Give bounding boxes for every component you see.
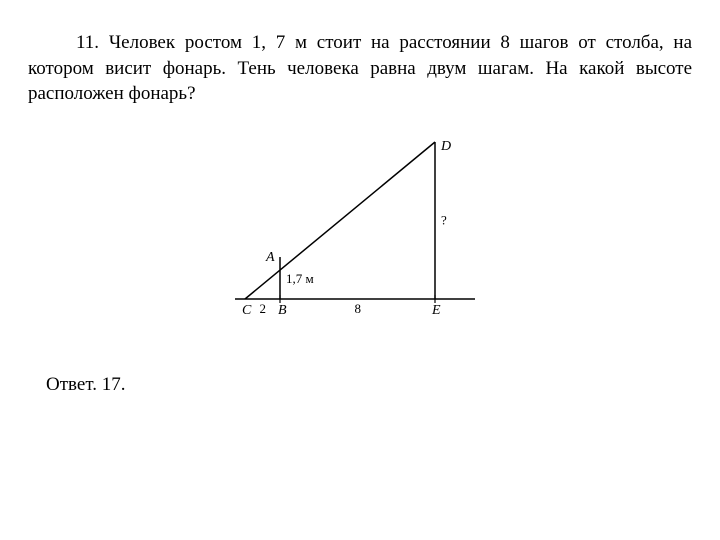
svg-text:B: B <box>278 303 287 318</box>
answer: Ответ. 17. <box>28 374 692 396</box>
triangle-diagram: C B E A D 2 1,7 м 8? <box>235 139 485 329</box>
diagram-container: C B E A D 2 1,7 м 8? <box>28 139 692 329</box>
problem-l1: Человек ростом 1, 7 м стоит на расстояни… <box>109 32 596 53</box>
svg-text:1,7 м: 1,7 м <box>286 271 314 286</box>
diagram-svg: C B E A D 2 1,7 м 8? <box>235 139 485 329</box>
problem-number: 11. <box>28 32 99 53</box>
svg-text:8: 8 <box>355 301 362 316</box>
problem-statement: 11. Человек ростом 1, 7 м стоит на расст… <box>28 30 692 107</box>
svg-text:E: E <box>431 303 441 318</box>
svg-text:A: A <box>265 250 275 265</box>
svg-text:2: 2 <box>260 301 267 316</box>
svg-text:D: D <box>440 139 451 154</box>
svg-text:C: C <box>242 303 252 318</box>
svg-text:?: ? <box>441 212 447 227</box>
